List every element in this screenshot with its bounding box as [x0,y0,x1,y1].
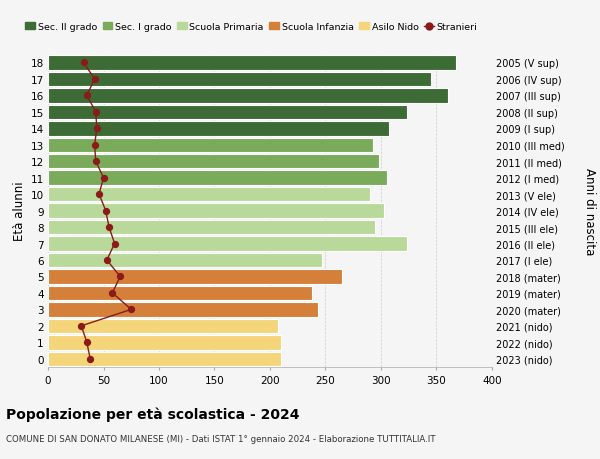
Point [90,142,100,149]
Bar [48,187,370,202]
Point [90,76,100,84]
Point [91,158,101,166]
Bar [48,253,322,268]
Bar [48,56,457,71]
Bar [48,352,281,366]
Point [85,355,95,363]
Text: COMUNE DI SAN DONATO MILANESE (MI) - Dati ISTAT 1° gennaio 2024 - Elaborazione T: COMUNE DI SAN DONATO MILANESE (MI) - Dat… [6,434,436,443]
Point [115,273,125,280]
Point [77,323,86,330]
Bar [48,138,373,153]
Point [79,60,88,67]
Bar [48,269,342,284]
Point [98,174,109,182]
Point [102,257,112,264]
Legend: Sec. II grado, Sec. I grado, Scuola Primaria, Scuola Infanzia, Asilo Nido, Stran: Sec. II grado, Sec. I grado, Scuola Prim… [22,19,481,36]
Bar [48,319,278,333]
Point [107,290,117,297]
Point [110,241,119,248]
Bar [48,89,448,103]
Bar [48,122,389,136]
Bar [48,237,407,251]
Point [127,306,136,313]
Bar [48,73,431,87]
Point [91,109,101,116]
Bar [48,155,379,169]
Bar [48,220,376,235]
Point [101,207,110,215]
Bar [48,171,386,185]
Bar [48,286,312,301]
Text: Popolazione per età scolastica - 2024: Popolazione per età scolastica - 2024 [6,406,299,421]
Y-axis label: Età alunni: Età alunni [13,181,26,241]
Point [82,339,92,346]
Point [82,92,92,100]
Bar [48,106,407,120]
Point [92,125,101,133]
Point [104,224,114,231]
Y-axis label: Anni di nascita: Anni di nascita [583,168,596,255]
Bar [48,204,385,218]
Bar [48,336,281,350]
Bar [48,302,318,317]
Point [94,191,104,198]
